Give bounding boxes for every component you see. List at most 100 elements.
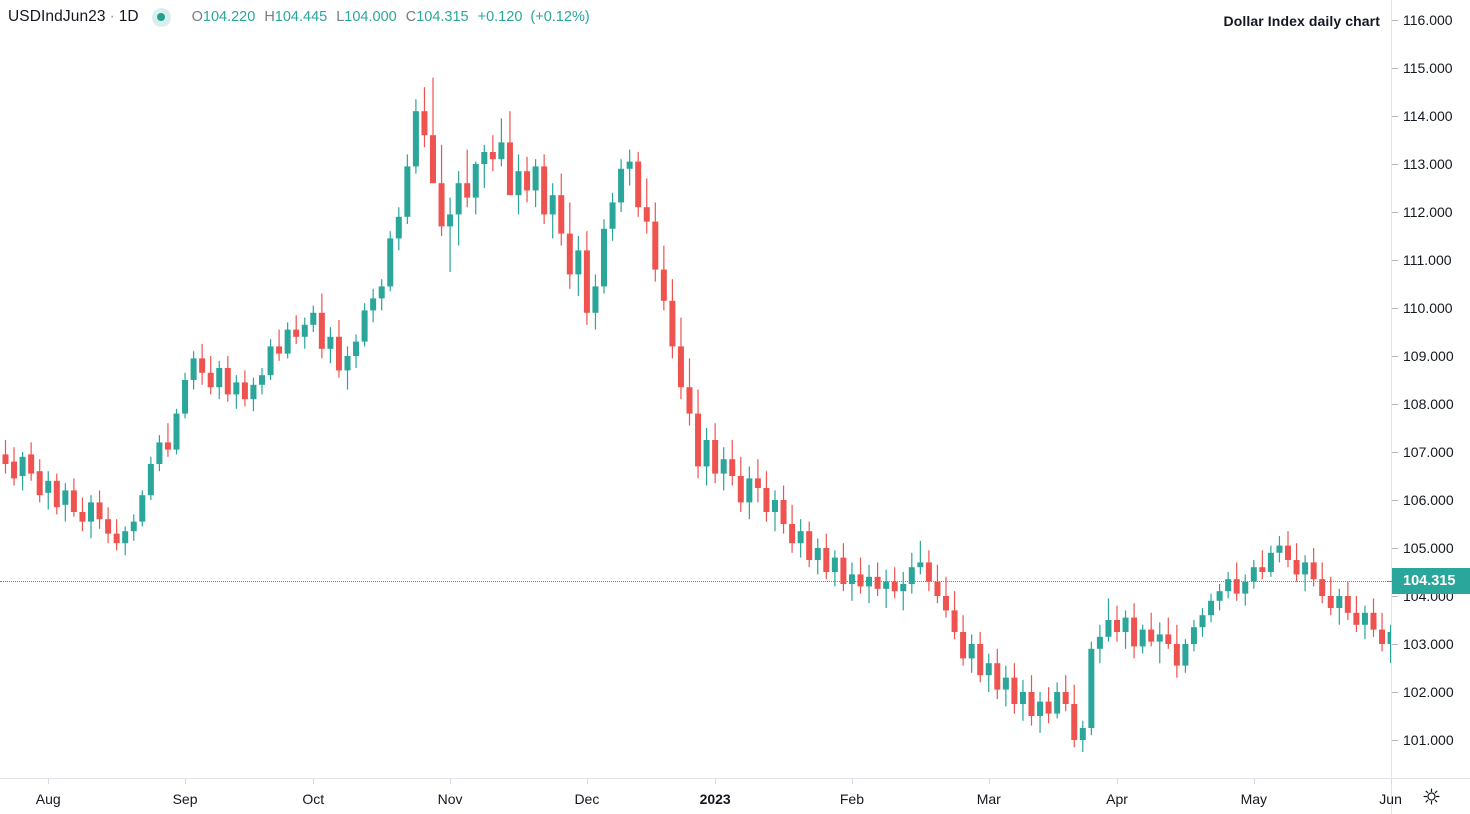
candle-body <box>88 502 94 522</box>
candle-body <box>1370 612 1377 630</box>
time-axis[interactable]: Aug Sep Oct Nov Dec 2023 Feb Mar Apr May Jun <box>0 778 1470 814</box>
candle-body <box>746 478 753 503</box>
time-axis-tick <box>1390 779 1392 784</box>
candle-wick <box>1261 550 1263 580</box>
candle-body <box>848 574 855 584</box>
candle-body <box>250 384 257 400</box>
price-axis-label: 101.000 <box>1403 732 1454 748</box>
candle-body <box>353 341 360 356</box>
candle-body <box>925 562 932 582</box>
price-axis-tick <box>1392 596 1398 597</box>
candle-body <box>447 214 454 227</box>
candle-body <box>122 531 129 544</box>
candle-body <box>1199 615 1206 628</box>
ohlc-open-value: 104.220 <box>202 9 256 25</box>
candle-body <box>1071 704 1078 740</box>
candle-body <box>1002 677 1009 690</box>
interval-label[interactable]: 1D <box>118 8 139 25</box>
chart-legend[interactable]: USDIndJun23 · 1D O 104.220 H 104.445 L 1… <box>8 6 590 28</box>
candle-body <box>1361 612 1368 625</box>
candle-body <box>532 166 539 191</box>
candle-body <box>943 596 949 611</box>
candle-body <box>28 454 35 474</box>
price-axis-label: 105.000 <box>1403 540 1454 556</box>
candle-body <box>652 221 659 270</box>
candle-body <box>79 512 86 522</box>
candle-body <box>917 562 924 568</box>
candle-body <box>968 644 975 659</box>
candle-body <box>335 336 342 371</box>
candle-wick <box>646 178 648 234</box>
candle-body <box>566 233 573 275</box>
candle-body <box>2 454 9 464</box>
candle-body <box>62 490 69 505</box>
candle-body <box>45 480 52 493</box>
candle-body <box>831 557 838 572</box>
candle-body <box>618 168 625 203</box>
candle-body <box>806 531 813 560</box>
price-axis-label: 107.000 <box>1403 444 1454 460</box>
candle-body <box>293 329 300 337</box>
candle-wick <box>1159 622 1161 664</box>
time-axis-tick <box>715 779 717 784</box>
candle-body <box>609 202 616 229</box>
candle-body <box>506 142 513 196</box>
candle-body <box>601 228 607 287</box>
candle-body <box>481 152 488 164</box>
candle-body <box>763 488 770 512</box>
price-axis-label: 114.000 <box>1403 108 1453 124</box>
candle-body <box>455 183 462 215</box>
ohlc-low-value: 104.000 <box>344 9 397 25</box>
candle-body <box>199 358 206 373</box>
chart-title: Dollar Index daily chart <box>1223 13 1380 29</box>
time-axis-tick <box>988 779 990 784</box>
candle-body <box>216 368 223 388</box>
chart-plot-area[interactable] <box>0 0 1392 779</box>
candle-body <box>635 161 642 208</box>
candle-body <box>96 502 103 520</box>
candle-body <box>541 166 548 215</box>
candle-body <box>549 195 556 215</box>
candle-body <box>677 346 684 388</box>
price-axis-tick <box>1392 68 1398 69</box>
time-axis-tick <box>851 779 853 784</box>
candle-body <box>267 346 274 376</box>
candle-body <box>1276 545 1283 553</box>
filled-circle-icon-inner <box>157 13 166 21</box>
candle-body <box>575 250 582 275</box>
candle-body <box>1139 629 1146 647</box>
filled-circle-icon[interactable] <box>151 7 171 27</box>
candle-body <box>284 329 291 354</box>
price-axis-label: 108.000 <box>1403 396 1454 412</box>
price-axis-label: 109.000 <box>1403 348 1454 364</box>
candle-body <box>660 269 667 301</box>
candle-body <box>182 380 189 414</box>
gear-icon[interactable] <box>1392 779 1470 814</box>
candle-body <box>977 644 984 676</box>
candle-wick <box>278 329 280 361</box>
price-axis[interactable]: 104.315 116.000 115.000 114.000 113.000 112.… <box>1387 0 1470 796</box>
candle-wick <box>167 423 169 457</box>
candle-body <box>1327 596 1334 608</box>
time-axis-label: Feb <box>839 791 864 807</box>
candle-body <box>1190 627 1197 644</box>
time-axis-tick <box>1253 779 1255 784</box>
candle-body <box>1379 629 1386 644</box>
candle-body <box>310 312 317 325</box>
candle-body <box>883 581 890 589</box>
candle-body <box>524 171 531 191</box>
time-axis-label: 2023 <box>699 791 731 807</box>
candle-body <box>669 300 676 347</box>
time-axis-tick <box>313 779 315 784</box>
candle-body <box>489 152 496 160</box>
time-axis-label: Aug <box>35 791 61 807</box>
candle-body <box>472 164 479 198</box>
candle-body <box>395 216 402 239</box>
price-axis-label: 112.000 <box>1403 204 1453 220</box>
candle-body <box>276 346 283 354</box>
symbol-label[interactable]: USDIndJun23 <box>8 8 106 25</box>
candle-body <box>908 567 915 584</box>
candle-body <box>994 663 1001 690</box>
candle-body <box>1302 562 1309 575</box>
time-axis-label: Jun <box>1379 791 1402 807</box>
